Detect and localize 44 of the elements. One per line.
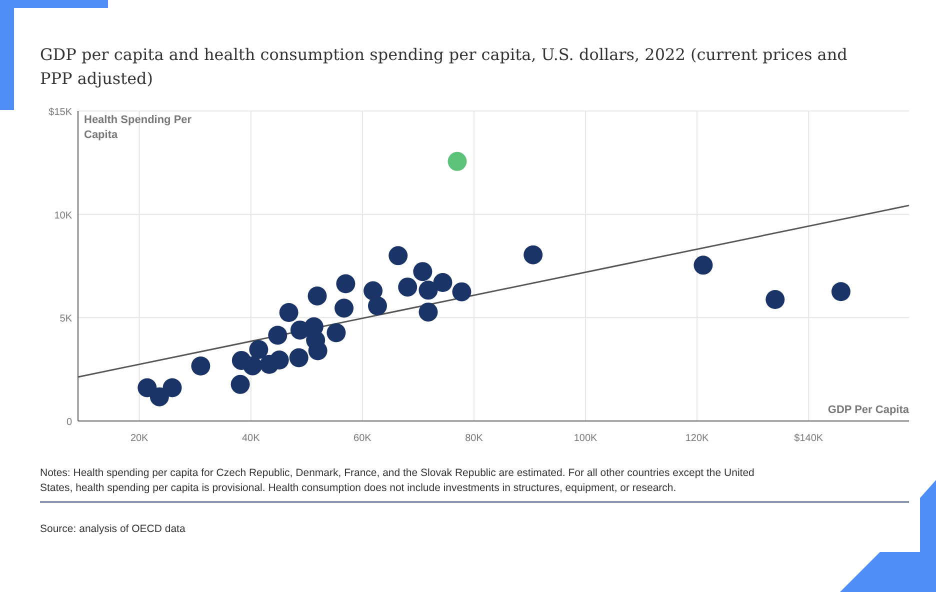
point [191,356,210,376]
point [243,356,262,376]
y-tick-label: $15K [48,107,72,118]
x-tick-label: 20K [130,433,149,444]
y-axis-title: Health Spending Per Capita [84,114,192,141]
point [448,152,467,171]
point [230,374,250,394]
point [289,348,308,368]
x-tick-label: 100K [574,433,598,444]
point [418,280,438,300]
point [433,273,452,292]
x-axis-title: GDP Per Capita [828,404,910,416]
point [364,281,383,300]
y-tick-label: 0 [66,417,72,428]
point [336,274,356,294]
point [418,302,438,322]
point [766,290,785,309]
x-tick-label: $140K [794,433,824,444]
point [413,262,432,282]
point [279,303,298,322]
point [150,387,169,406]
x-tick-label: 60K [354,433,372,444]
y-tick-label: 10K [54,210,72,222]
x-tick-label: 40K [242,433,260,444]
chart-title: GDP per capita and health consumption spending per capita, U.S. dollars, 2022 (current prices and PPP adjusted) [40,45,848,88]
point [524,245,543,264]
point [831,282,850,302]
y-tick-label: 5K [60,314,72,325]
x-tick-label: 80K [465,433,484,444]
point [334,298,354,318]
x-tick-label: 120K [685,433,710,444]
point [398,278,418,297]
point [368,296,387,316]
point [388,246,408,266]
point [270,350,289,370]
point [268,326,288,345]
point [452,282,472,302]
text: Notes: Health spending per capita for Czech Republic, Denmark, France, and the Slovak Republic are estimated. For all other countries except the United States, health spending per capita is provisional. Health consumption does not include investments in structures, equipment, or research. [40,467,755,494]
point [694,256,713,275]
point [162,378,182,398]
point [308,286,327,306]
point [326,323,346,342]
source-note: Source: analysis of OECD data [40,523,186,535]
point [249,340,268,359]
